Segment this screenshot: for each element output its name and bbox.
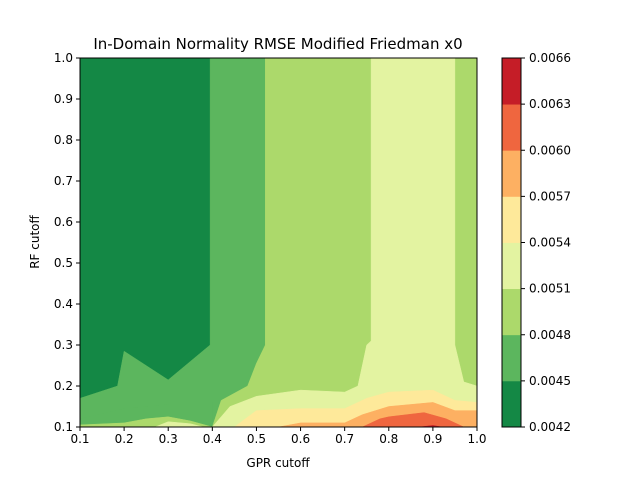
plot-frame bbox=[79, 57, 478, 428]
contour-plot-area bbox=[80, 58, 477, 427]
y-tick-label: 0.7 bbox=[54, 174, 73, 188]
x-tick-label: 0.5 bbox=[247, 432, 266, 446]
x-tick-label: 0.9 bbox=[423, 432, 442, 446]
y-tick-label: 0.8 bbox=[54, 133, 73, 147]
y-tick-label: 0.9 bbox=[54, 92, 73, 106]
colorbar-tick-label: 0.0057 bbox=[529, 189, 571, 203]
colorbar-swatch bbox=[502, 242, 521, 290]
x-tick-label: 0.4 bbox=[203, 432, 222, 446]
x-tick-label: 0.2 bbox=[115, 432, 134, 446]
contour-region-level-4 bbox=[154, 421, 204, 427]
y-axis: 0.1 0.2 0.3 0.4 0.5 0.6 0.7 0.8 0.9 1.0 bbox=[54, 51, 80, 434]
colorbar-tick-label: 0.0042 bbox=[529, 420, 571, 434]
colorbar-tick-label: 0.0054 bbox=[529, 236, 571, 250]
y-tick-label: 0.3 bbox=[54, 338, 73, 352]
contour-region-level-4 bbox=[211, 58, 477, 427]
colorbar-swatch bbox=[502, 104, 521, 151]
colorbar-tick-label: 0.0051 bbox=[529, 282, 571, 296]
colorbar-swatch bbox=[502, 58, 521, 105]
colorbar-swatch bbox=[502, 150, 521, 197]
x-axis: 0.1 0.2 0.3 0.4 0.5 0.6 0.7 0.8 0.9 1.0 bbox=[70, 427, 487, 446]
x-tick-label: 0.6 bbox=[291, 432, 310, 446]
colorbar-swatch bbox=[502, 196, 521, 243]
colorbar-swatch bbox=[502, 288, 521, 336]
colorbar: 0.0042 0.0045 0.0048 0.0051 0.0054 0.0057 0.00… bbox=[501, 51, 571, 434]
y-tick-label: 0.1 bbox=[54, 420, 73, 434]
y-tick-label: 1.0 bbox=[54, 51, 73, 65]
x-tick-label: 1.0 bbox=[467, 432, 486, 446]
x-tick-label: 0.3 bbox=[159, 432, 178, 446]
x-tick-label: 0.7 bbox=[335, 432, 354, 446]
x-tick-label: 0.1 bbox=[70, 432, 89, 446]
x-axis-label: GPR cutoff bbox=[246, 456, 310, 470]
colorbar-tick-label: 0.0063 bbox=[529, 97, 571, 111]
x-tick-label: 0.8 bbox=[379, 432, 398, 446]
contour-region-level-7 bbox=[362, 412, 464, 427]
chart-title: In-Domain Normality RMSE Modified Friedm… bbox=[93, 35, 462, 53]
y-tick-label: 0.6 bbox=[54, 215, 73, 229]
y-tick-label: 0.5 bbox=[54, 256, 73, 270]
colorbar-tick-label: 0.0048 bbox=[529, 328, 571, 342]
colorbar-tick-label: 0.0066 bbox=[529, 51, 571, 65]
y-tick-label: 0.2 bbox=[54, 379, 73, 393]
colorbar-swatch bbox=[502, 380, 521, 428]
y-tick-label: 0.4 bbox=[54, 297, 73, 311]
colorbar-tick-label: 0.0060 bbox=[529, 143, 571, 157]
y-axis-label: RF cutoff bbox=[28, 214, 42, 268]
colorbar-tick-label: 0.0045 bbox=[529, 374, 571, 388]
colorbar-swatch bbox=[502, 334, 521, 382]
